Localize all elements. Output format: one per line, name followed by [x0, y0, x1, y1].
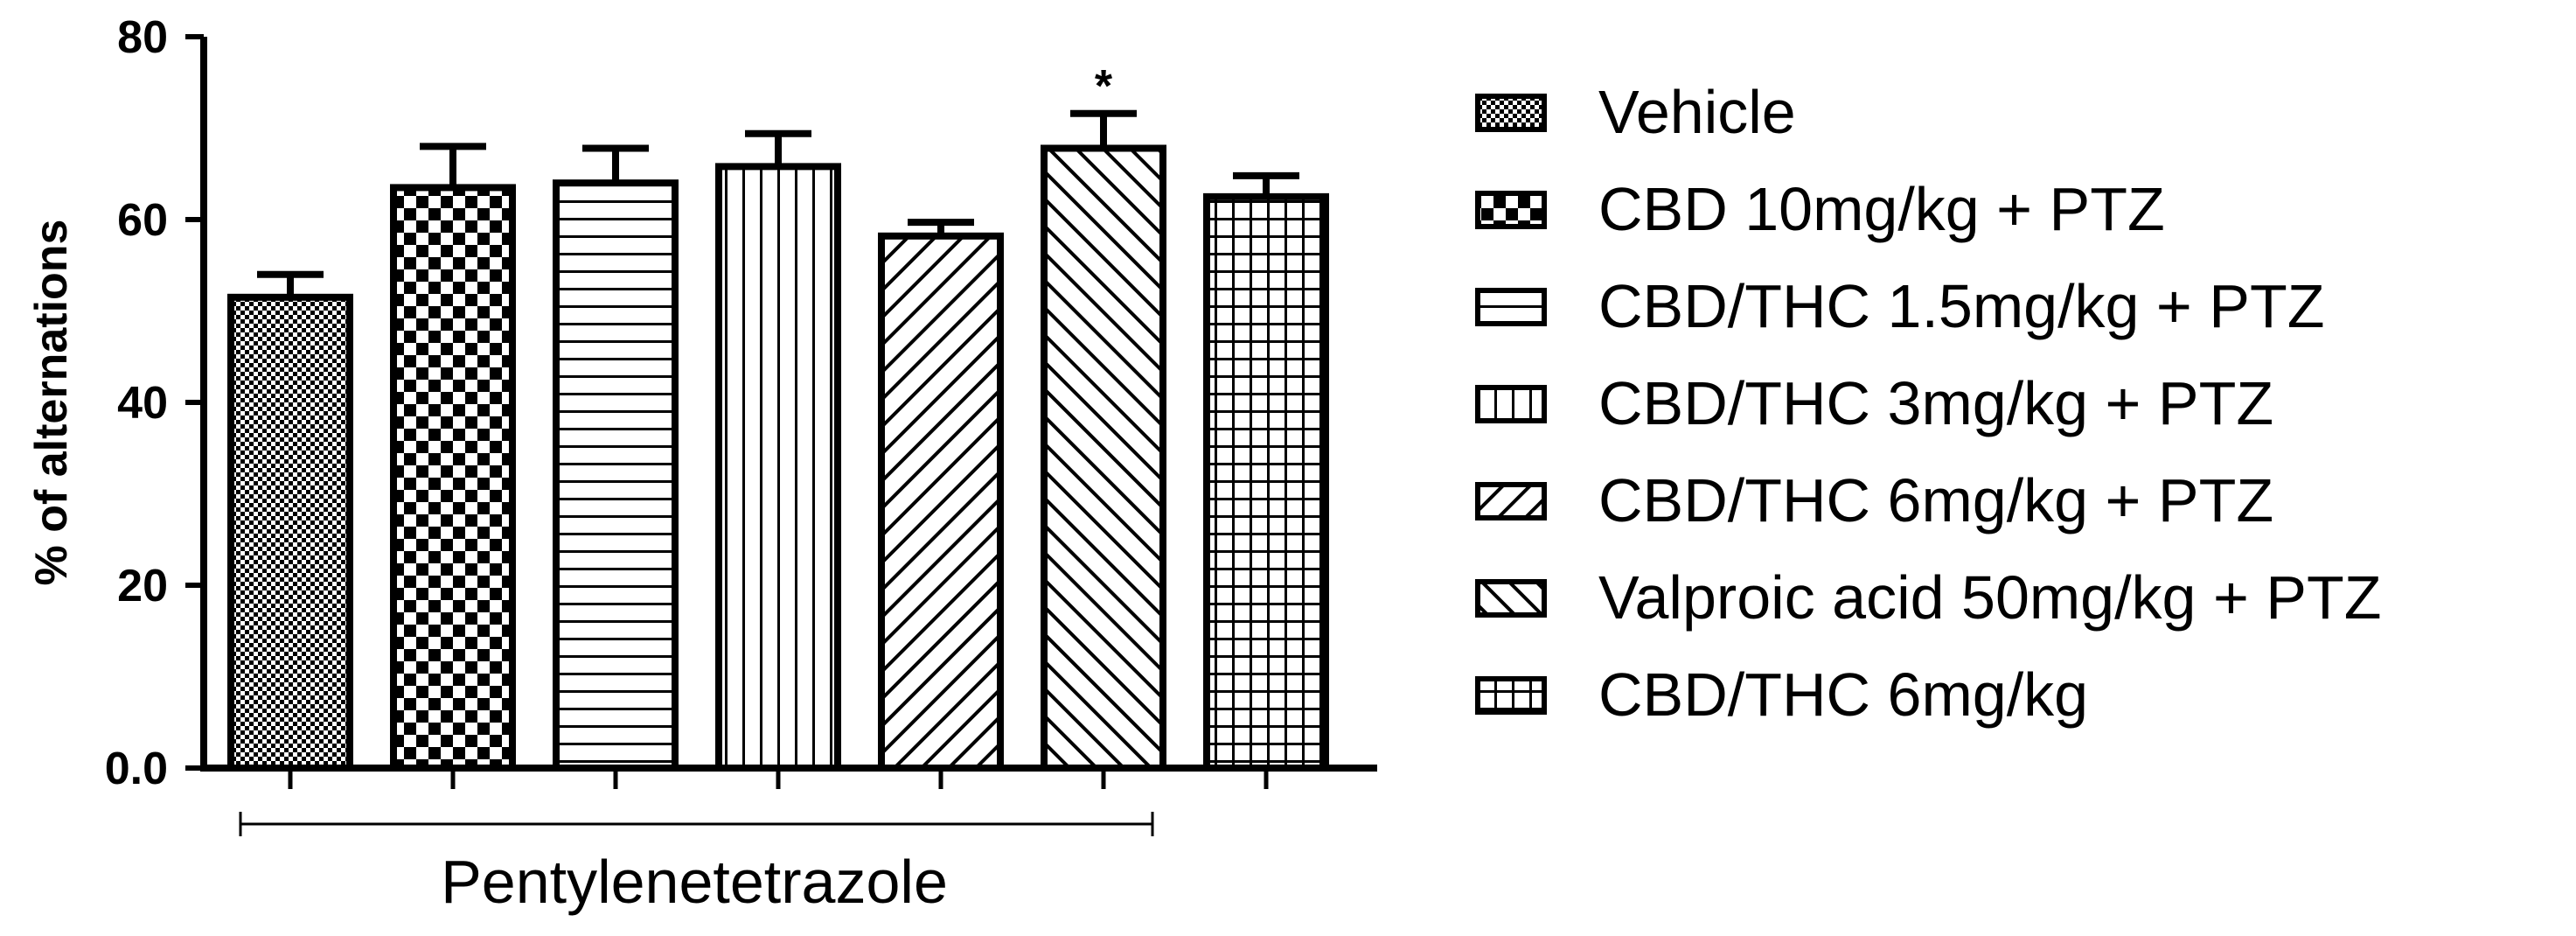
y-tick-label: 60 — [117, 195, 168, 246]
significance-marks: * — [1095, 61, 1113, 112]
legend-swatch — [1475, 288, 1547, 326]
bar — [715, 163, 841, 772]
legend-label: CBD/THC 6mg/kg + PTZ — [1598, 466, 2273, 534]
legend-label: CBD/THC 6mg/kg — [1598, 660, 2088, 729]
legend: Vehicle CBD 10mg/kg + PTZ CBD/THC 1.5mg/kg… — [1475, 78, 2381, 729]
y-ticks: 0.0 20 40 60 80 — [105, 12, 204, 794]
significance-marker: * — [1095, 61, 1113, 112]
y-axis-title: % of alternations — [26, 220, 77, 586]
group-bracket — [239, 812, 1154, 836]
legend-swatch — [1475, 676, 1547, 715]
y-tick-label: 20 — [117, 561, 168, 611]
legend-label: CBD/THC 1.5mg/kg + PTZ — [1598, 272, 2324, 340]
legend-label: Valproic acid 50mg/kg + PTZ — [1598, 563, 2381, 632]
legend-label: CBD 10mg/kg + PTZ — [1598, 175, 2165, 243]
y-tick-label: 80 — [117, 12, 168, 63]
bar — [1203, 192, 1329, 772]
legend-swatch — [1475, 191, 1547, 229]
legend-label: CBD/THC 3mg/kg + PTZ — [1598, 369, 2273, 437]
bar — [553, 179, 679, 772]
legend-swatch — [1475, 94, 1547, 132]
bar — [878, 232, 1004, 772]
legend-swatch — [1475, 385, 1547, 423]
group-label: Pentylenetetrazole — [441, 848, 948, 916]
bar — [227, 293, 353, 772]
legend-swatch — [1475, 482, 1547, 520]
bar — [1041, 144, 1166, 772]
legend-label: Vehicle — [1598, 78, 1796, 146]
legend-swatch — [1475, 579, 1547, 618]
y-tick-label: 40 — [117, 378, 168, 429]
y-tick-label: 0.0 — [105, 744, 168, 794]
error-bars — [257, 109, 1299, 297]
bars — [227, 144, 1329, 772]
bar — [390, 184, 516, 772]
